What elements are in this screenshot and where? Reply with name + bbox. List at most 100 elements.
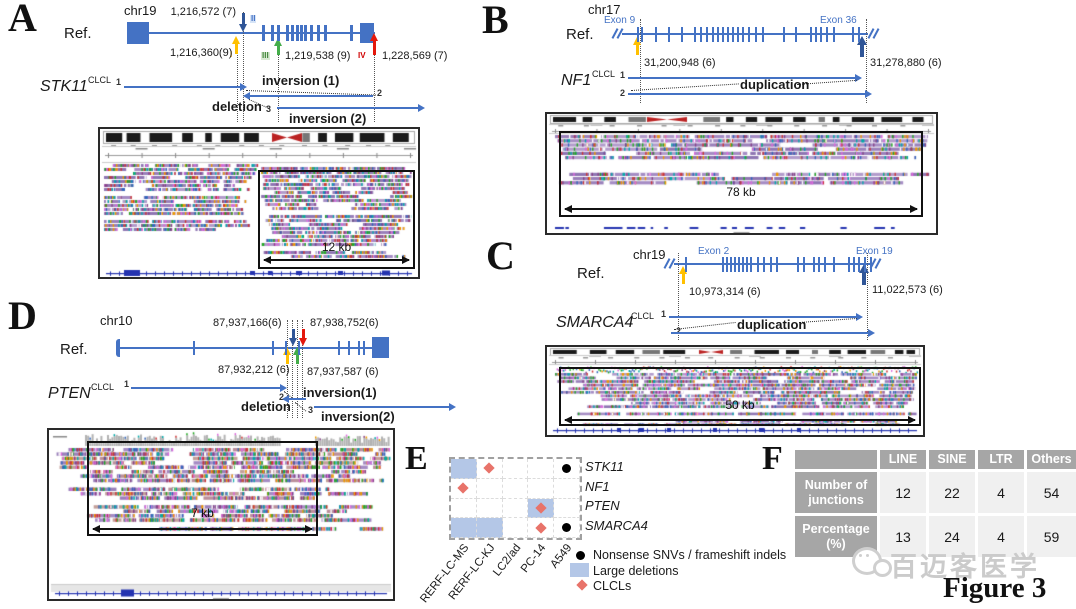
exon-tick (700, 27, 702, 42)
igv-screenshot-nf1: 78 kb (545, 112, 938, 235)
sv-label: duplication (740, 77, 810, 92)
segment-number: 1 (661, 309, 667, 319)
breakpoint-coordinate: 87,937,587 (6) (307, 366, 379, 378)
breakpoint-dotted-line (287, 320, 288, 418)
igv-scale-arrow (263, 255, 410, 264)
exon-tick (795, 27, 797, 42)
breakpoint-arrow-shaft (302, 329, 305, 339)
legend-dot-icon (576, 551, 585, 560)
gene-superscript: CLCL (631, 311, 655, 321)
exon-tick (818, 257, 820, 272)
clcl-diamond-icon (535, 502, 547, 514)
matrix-cell (528, 459, 555, 479)
breakpoint-arrow-up-icon (679, 266, 687, 274)
igv-screenshot-stk11: 12 kb (98, 127, 420, 279)
legend-label: CLCLs (593, 579, 632, 593)
exon-tick (803, 257, 805, 272)
exon-tick (858, 257, 860, 272)
exon-tick (770, 257, 772, 272)
exon-tick (706, 27, 708, 42)
exon-tick (193, 341, 195, 355)
exon-tick (712, 27, 714, 42)
igv-scale-label: 78 kb (726, 185, 756, 199)
breakpoint-dotted-line (678, 253, 679, 340)
exon-tick (655, 27, 657, 42)
exon-tick (742, 27, 744, 42)
gene-backbone (668, 263, 880, 265)
exon-box (127, 22, 149, 44)
watermark-logo-icon (859, 554, 862, 557)
breakpoint-coordinate: 1,216,572 (7) (170, 6, 236, 18)
matrix-cell (554, 459, 580, 479)
exon-tick (272, 341, 274, 355)
exon-tick (742, 257, 744, 272)
clcl-segment-line (628, 90, 872, 98)
matrix-cell (451, 459, 477, 479)
matrix-cell (528, 498, 555, 519)
exon-tick (641, 27, 643, 42)
breakpoint-coordinate: 1,216,360(9) (170, 47, 233, 59)
matrix-row-label: SMARCA4 (585, 517, 648, 533)
exon-tick (350, 25, 353, 41)
segment-number: 1 (124, 379, 130, 389)
breakpoint-numeral: IV (358, 51, 366, 60)
igv-scale-label: 12 kb (321, 240, 352, 254)
breakpoint-arrow-down-icon (289, 338, 297, 346)
exon-tick (776, 257, 778, 272)
exon-box (372, 337, 389, 358)
exon-tick (310, 25, 313, 41)
breakpoint-arrow-up-icon (857, 36, 867, 45)
clcl-segment-line (124, 83, 247, 91)
exon-tick (746, 257, 748, 272)
table-cell: 24 (929, 516, 975, 557)
clcl-segment-line (671, 329, 875, 337)
matrix-cell (502, 518, 529, 538)
breakpoint-coordinate: 1,219,538 (9) (285, 50, 351, 62)
matrix-row-label: STK11 (585, 459, 624, 474)
exon-tick (750, 257, 752, 272)
matrix-cell (451, 478, 477, 499)
exon-tick (338, 341, 340, 355)
breakpoint-dotted-line (297, 320, 298, 418)
ref-label: Ref. (577, 265, 605, 282)
dotted-connector (630, 83, 739, 91)
exon-tick (748, 27, 750, 42)
exon-label: Exon 19 (856, 246, 893, 257)
mutation-matrix (449, 457, 582, 540)
watermark-logo-icon (873, 559, 892, 577)
table-corner-cell (795, 450, 877, 469)
breakpoint-arrow-shaft (682, 273, 685, 284)
breakpoint-dotted-line (237, 46, 238, 122)
panel-c-label: C (486, 233, 515, 278)
clcl-diamond-icon (535, 521, 547, 534)
exon-tick (363, 341, 365, 355)
breakpoint-dotted-line (640, 19, 641, 103)
sv-label: inversion (2) (289, 111, 367, 126)
breakpoint-arrow-shaft (292, 329, 295, 339)
igv-screenshot-pten: 7 kb (47, 428, 395, 601)
clcl-segment-line (243, 92, 373, 100)
breakpoint-arrow-shaft (636, 44, 639, 55)
ref-label: Ref. (60, 341, 88, 358)
igv-scale-label: 7 kb (191, 506, 214, 520)
gene-name: STK11 (40, 78, 88, 95)
exon-tick (668, 27, 670, 42)
figure-caption: Figure 3 (943, 572, 1047, 604)
exon-tick (277, 25, 280, 41)
exon-tick (300, 25, 303, 41)
legend-square-icon (570, 563, 589, 577)
exon-tick (291, 25, 294, 41)
table-header: Others (1027, 450, 1076, 469)
exon-tick (730, 257, 732, 272)
igv-scale-arrow (564, 415, 916, 424)
breakpoint-coordinate: 10,973,314 (6) (689, 286, 761, 298)
breakpoint-dotted-line (374, 36, 375, 122)
breakpoint-coordinate: 87,932,212 (6) (218, 364, 290, 376)
exon-tick (722, 257, 724, 272)
exon-tick (296, 25, 299, 41)
exon-tick (852, 27, 854, 42)
exon-tick (286, 25, 289, 41)
panel-f-label: F (762, 440, 783, 477)
breakpoint-arrow-shaft (862, 272, 866, 285)
nonsense-dot-icon (562, 523, 572, 533)
